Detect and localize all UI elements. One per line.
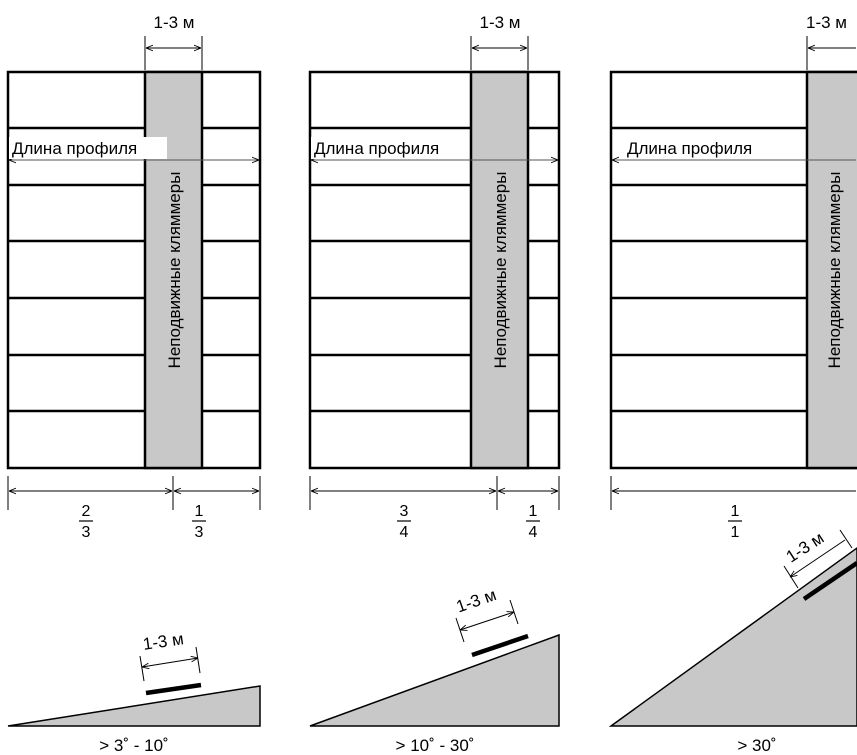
top-dimension-2: 1-3 м	[470, 13, 529, 70]
profile-length-1: Длина профиля	[9, 137, 259, 160]
panel-1: 1-3 м Неподвижные кляммеры Длина профиля…	[6, 13, 262, 755]
fraction-left-den-2: 4	[400, 524, 409, 541]
slope-2: 1-3 м > 10˚ - 30˚	[309, 585, 560, 755]
slope-dim-label-2: 1-3 м	[454, 585, 499, 616]
profile-grid-1: Неподвижные кляммеры	[6, 70, 262, 470]
profile-length-label-1: Длина профиля	[12, 139, 137, 158]
fixed-clips-band-3	[805, 70, 857, 470]
fraction-left-num-3: 1	[731, 503, 740, 520]
top-dim-label-2: 1-3 м	[480, 13, 521, 32]
fraction-right-num-2: 1	[529, 503, 538, 520]
panel-3: 1-3 м Неподвижные кляммеры Длина профиля…	[608, 13, 857, 755]
bottom-dimension-3: 1 1	[610, 476, 856, 541]
fixed-clips-label-3: Неподвижные кляммеры	[825, 172, 844, 369]
profile-length-label-2: Длина профиля	[314, 139, 439, 158]
profile-grid-3: Неподвижные кляммеры	[609, 70, 857, 470]
bottom-dimension-2: 3 4 1 4	[309, 476, 560, 541]
top-dimension-3: 1-3 м	[806, 13, 856, 70]
slope-dim-label-1: 1-3 м	[142, 629, 185, 654]
fixed-clips-band-2	[469, 70, 530, 470]
fraction-right-den-1: 3	[195, 524, 204, 541]
top-dimension-1: 1-3 м	[144, 13, 203, 70]
slope-3: 1-3 м > 30˚	[608, 528, 857, 755]
clip-zone-bar-2	[471, 633, 529, 658]
angle-label-1: > 3˚ - 10˚	[99, 736, 168, 755]
angle-label-3: > 30˚	[737, 736, 776, 755]
fraction-left-num-1: 2	[82, 503, 91, 520]
bottom-dimension-1: 2 3 1 3	[7, 476, 261, 541]
clip-zone-bar-3	[802, 561, 857, 601]
panel-2: 1-3 м Неподвижные кляммеры Длина профиля…	[308, 13, 561, 755]
clip-zone-bar-1	[145, 682, 202, 696]
profile-length-label-3: Длина профиля	[627, 139, 752, 158]
top-dim-label-3: 1-3 м	[806, 13, 847, 32]
slope-dim-label-3: 1-3 м	[783, 528, 828, 566]
profile-length-2: Длина профиля	[311, 137, 558, 160]
fixed-clips-label-1: Неподвижные кляммеры	[165, 172, 184, 369]
slope-1: 1-3 м > 3˚ - 10˚	[7, 629, 261, 755]
fraction-left-num-2: 3	[400, 503, 409, 520]
fixed-clips-label-2: Неподвижные кляммеры	[491, 172, 510, 369]
angle-label-2: > 10˚ - 30˚	[396, 736, 475, 755]
profile-grid-2: Неподвижные кляммеры	[308, 70, 561, 470]
fraction-left-den-1: 3	[82, 524, 91, 541]
fraction-right-den-2: 4	[529, 524, 538, 541]
fraction-right-num-1: 1	[195, 503, 204, 520]
profile-length-3: Длина профиля	[612, 137, 856, 160]
top-dim-label-1: 1-3 м	[154, 13, 195, 32]
fraction-left-den-3: 1	[731, 524, 740, 541]
